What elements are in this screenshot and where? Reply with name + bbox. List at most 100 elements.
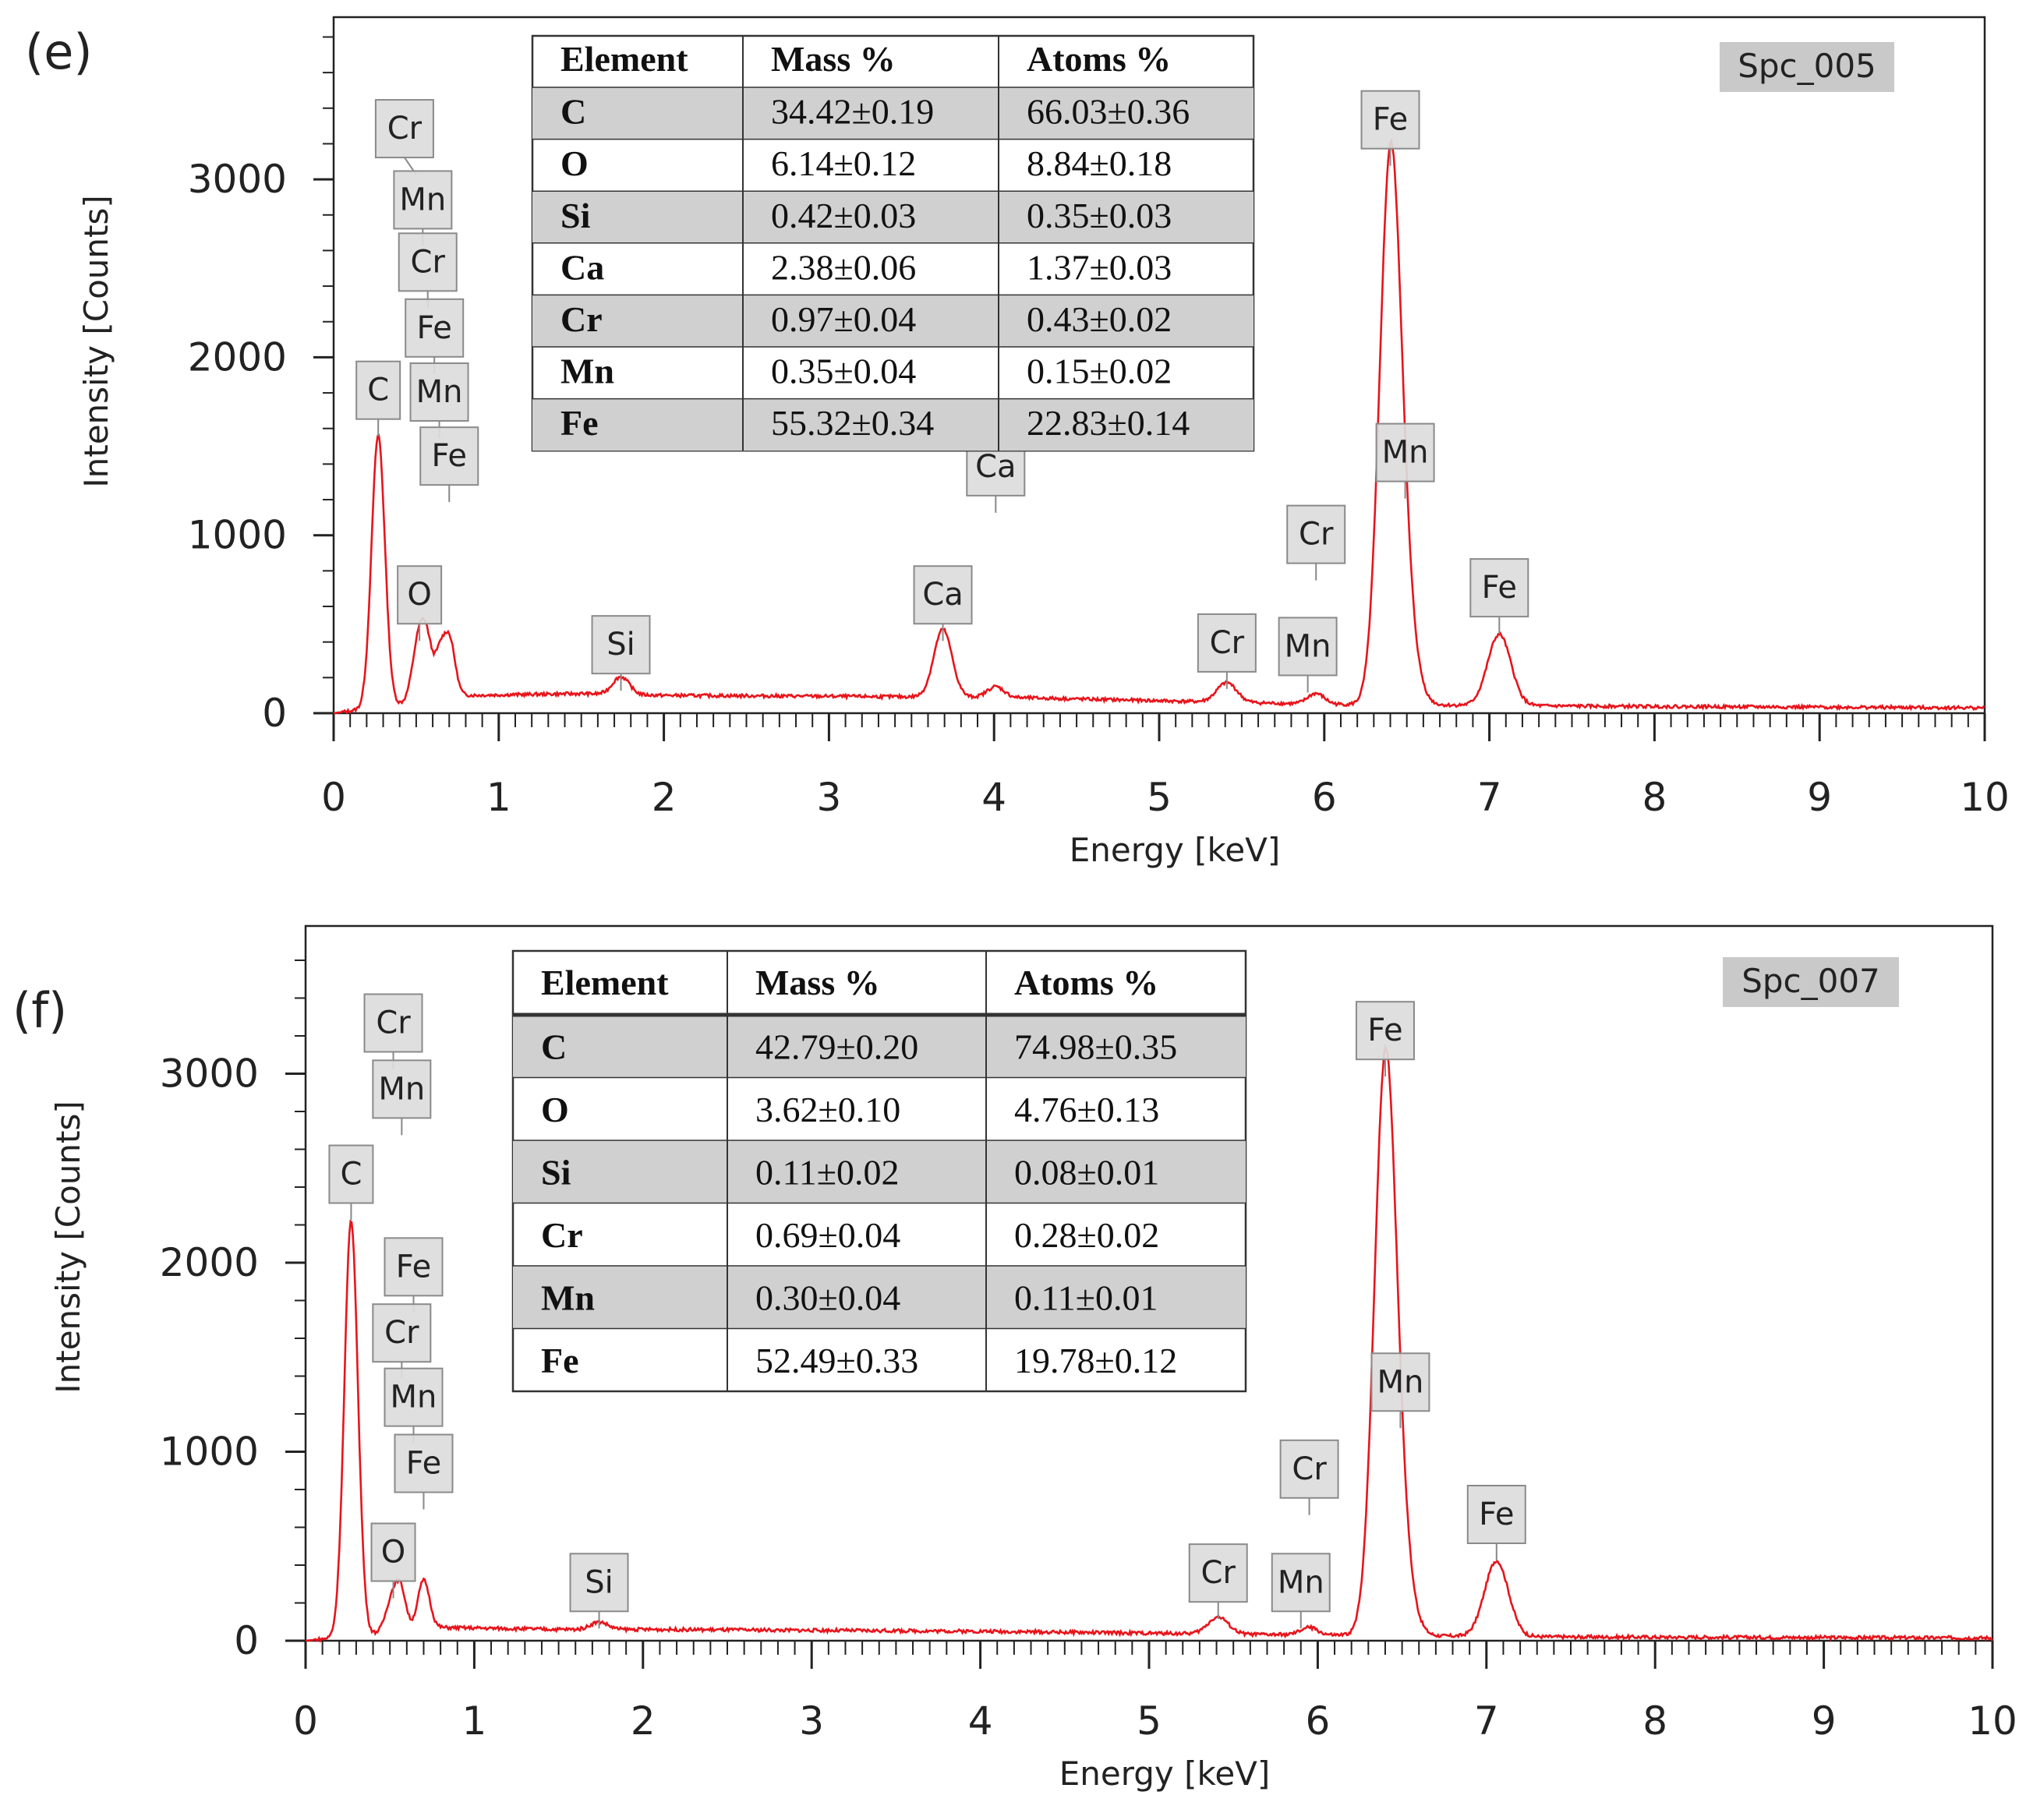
x-tick-label: 0: [321, 775, 346, 820]
x-tick-label: 10: [1960, 775, 2010, 820]
peak-label: Cr: [376, 1005, 411, 1041]
table-value-cell: 0.08±0.01: [1014, 1152, 1159, 1192]
x-tick-label: 0: [293, 1698, 318, 1744]
x-tick-label: 4: [968, 1698, 993, 1744]
peak-label-box: [328, 1144, 374, 1204]
panel-label: (f): [12, 982, 67, 1039]
table-value-cell: 42.79±0.20: [755, 1027, 918, 1066]
x-tick-label: 7: [1477, 775, 1502, 820]
y-tick-label: 1000: [188, 513, 287, 558]
peak-label-box: [370, 1522, 416, 1582]
spectrum-badge: [1723, 957, 1899, 1007]
peak-label: C: [367, 373, 389, 408]
peak-label-box: [569, 1553, 629, 1613]
y-axis-label: Intensity [Counts]: [49, 1101, 87, 1394]
peak-label: Cr: [1201, 1555, 1236, 1591]
table-value-cell: 0.15±0.02: [1027, 352, 1172, 391]
table-header-cell: Atoms %: [1014, 963, 1158, 1002]
peak-label-box: [384, 1367, 444, 1427]
table-value-cell: 8.84±0.18: [1027, 143, 1172, 183]
x-tick-label: 4: [981, 775, 1006, 820]
spectrum-badge-label: Spc_007: [1741, 962, 1880, 1000]
table-row-shade: [513, 1015, 1246, 1078]
table-row-shade: [532, 191, 1253, 243]
y-tick-label: 1000: [160, 1429, 259, 1475]
x-tick-label: 2: [652, 775, 677, 820]
table-element-cell: Fe: [541, 1341, 579, 1380]
peak-label: Cr: [387, 111, 423, 147]
spectrum-line: [305, 1044, 1993, 1643]
peak-label: Fe: [1482, 570, 1517, 606]
table-value-cell: 19.78±0.12: [1014, 1341, 1177, 1380]
table-header-cell: Element: [560, 39, 688, 79]
y-tick-label: 2000: [188, 334, 287, 380]
peak-label-box: [1271, 1553, 1331, 1613]
x-tick-label: 3: [816, 775, 841, 820]
table-value-cell: 22.83±0.14: [1027, 403, 1190, 443]
peak-label-box: [591, 615, 651, 675]
peak-label-box: [398, 232, 458, 292]
peak-label-box: [384, 1237, 444, 1297]
table-element-cell: O: [560, 143, 589, 183]
peak-label: Si: [606, 627, 635, 663]
peak-label-box: [1286, 504, 1346, 564]
table-value-cell: 0.69±0.04: [755, 1215, 900, 1255]
x-tick-label: 1: [461, 1698, 486, 1744]
peak-label-box: [363, 993, 423, 1053]
peak-label: Cr: [1299, 517, 1334, 553]
x-tick-label: 2: [631, 1698, 656, 1744]
peak-label: Mn: [1377, 1364, 1423, 1400]
table-value-cell: 0.43±0.02: [1027, 299, 1172, 339]
table-row-shade: [532, 87, 1253, 140]
peak-label: Fe: [1367, 1012, 1402, 1048]
x-tick-label: 1: [486, 775, 511, 820]
table-value-cell: 0.97±0.04: [771, 299, 916, 339]
y-tick-label: 3000: [188, 157, 287, 202]
peak-label-box: [409, 362, 469, 422]
table-value-cell: 0.35±0.04: [771, 352, 916, 391]
x-tick-label: 7: [1474, 1698, 1499, 1744]
table-value-cell: 0.30±0.04: [755, 1278, 900, 1317]
x-tick-label: 5: [1147, 775, 1172, 820]
table-header-cell: Element: [541, 963, 669, 1002]
y-tick-label: 3000: [160, 1051, 259, 1097]
peak-label: Cr: [1292, 1451, 1327, 1487]
peak-label-box: [1375, 422, 1435, 482]
table-value-cell: 0.11±0.01: [1014, 1278, 1158, 1317]
table-element-cell: Mn: [560, 352, 614, 391]
x-tick-label: 9: [1812, 1698, 1837, 1744]
peak-label: Fe: [432, 438, 467, 474]
table-value-cell: 6.14±0.12: [771, 143, 916, 183]
table-element-cell: O: [541, 1090, 569, 1129]
table-row-shade: [513, 1266, 1246, 1329]
table-value-cell: 52.49±0.33: [755, 1341, 918, 1380]
peak-label: O: [381, 1535, 405, 1571]
x-tick-label: 10: [1968, 1698, 2017, 1744]
peak-label: Fe: [1479, 1497, 1514, 1532]
x-tick-label: 6: [1312, 775, 1337, 820]
y-tick-label: 0: [262, 691, 287, 736]
peak-label-box: [1197, 613, 1257, 673]
table-value-cell: 1.37±0.03: [1027, 247, 1172, 287]
peak-label-box: [372, 1303, 432, 1363]
peak-label: Mn: [1382, 435, 1429, 471]
table-value-cell: 2.38±0.06: [771, 247, 916, 287]
table-value-cell: 55.32±0.34: [771, 403, 934, 443]
spectrum-badge: [1720, 42, 1894, 92]
x-axis-label: Energy [keV]: [1059, 1755, 1271, 1793]
peak-label: Fe: [416, 310, 451, 346]
y-tick-label: 2000: [160, 1240, 259, 1285]
peak-label: C: [340, 1157, 362, 1193]
peak-label: Cr: [1210, 625, 1245, 661]
chart-panel-e: 0 1 2 3 4 5 6 7 8 9 10 0 1000 2000 3000 Energy [keV] Int…: [25, 16, 2010, 869]
peak-label-box: [405, 298, 465, 358]
peak-label: Mn: [416, 374, 463, 410]
table-value-cell: 66.03±0.36: [1027, 92, 1190, 132]
peak-label-box: [394, 1433, 454, 1493]
peak-label: Cr: [411, 244, 446, 280]
table-row-shade: [532, 398, 1253, 451]
y-tick-label: 0: [234, 1618, 259, 1663]
peak-label: Cr: [384, 1315, 419, 1351]
